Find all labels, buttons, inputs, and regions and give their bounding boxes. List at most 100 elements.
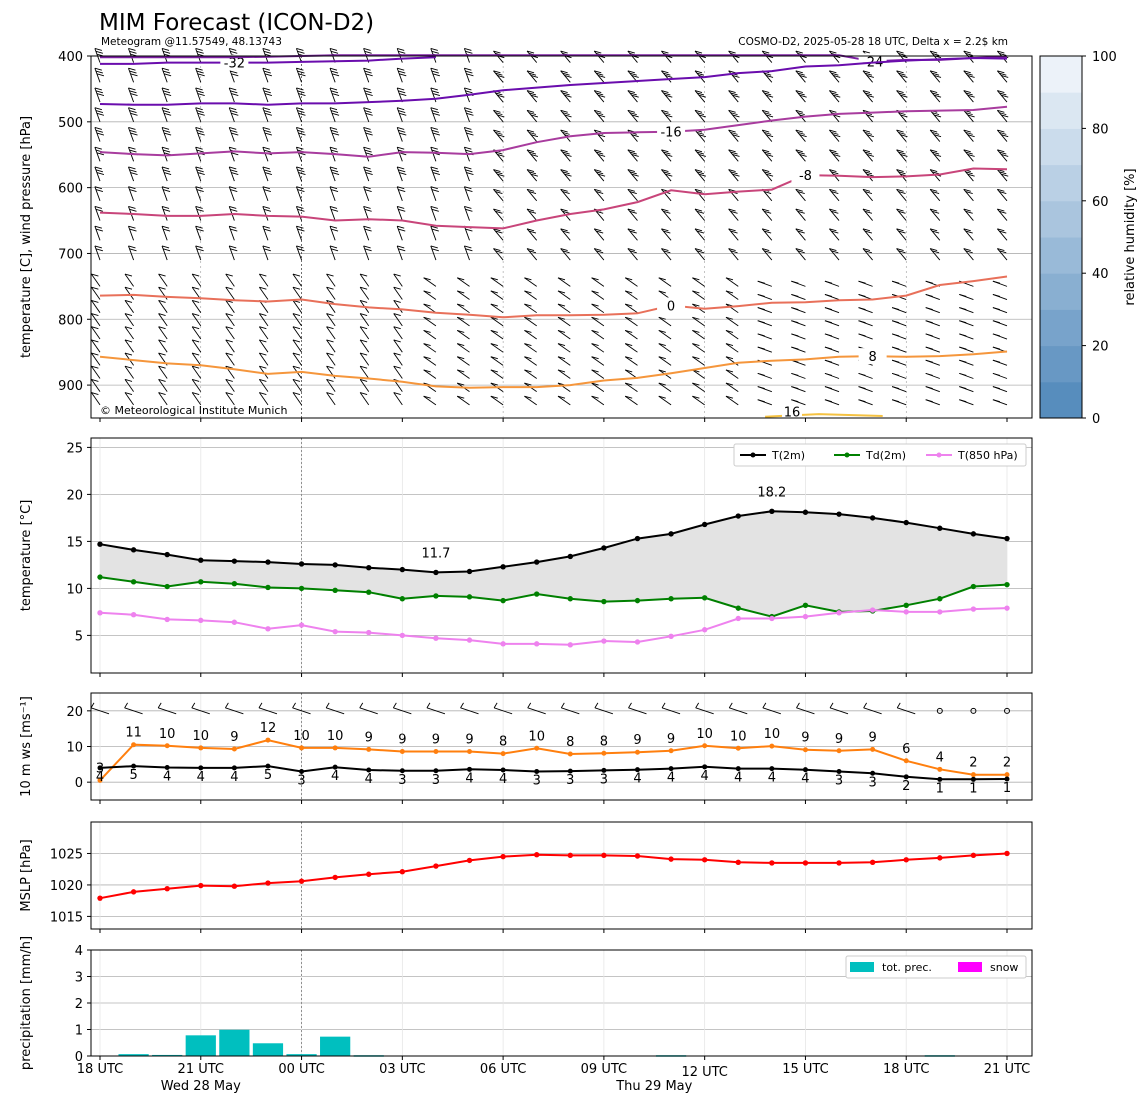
wind-barb-flag bbox=[631, 153, 639, 157]
wind-barb bbox=[658, 395, 672, 406]
wind-barb-flag bbox=[625, 343, 633, 347]
wind-barb-flag bbox=[91, 392, 99, 395]
wind-barb bbox=[463, 245, 470, 261]
wind-barb-flag bbox=[363, 107, 371, 111]
wind-barb-flag bbox=[230, 208, 238, 212]
wind-barb bbox=[228, 107, 235, 122]
wind-barb-flag bbox=[263, 149, 271, 153]
wind-barb-flag bbox=[596, 112, 604, 116]
wind-barb-flag bbox=[757, 280, 765, 284]
series-point bbox=[634, 597, 641, 604]
upper-air-frame bbox=[90, 55, 1033, 419]
wind-barb bbox=[692, 356, 705, 366]
surface-wind-barb-flag bbox=[695, 702, 700, 709]
wind-barb-flag bbox=[629, 171, 637, 175]
colorbar-tick-label: 20 bbox=[1092, 340, 1109, 355]
wind-barb-flag bbox=[694, 70, 703, 74]
wind-barb-flag bbox=[866, 114, 874, 118]
wind-barb-flag bbox=[797, 112, 805, 116]
wind-barb-flag bbox=[925, 320, 933, 324]
wind-barb-flag bbox=[965, 72, 973, 76]
wind-barb bbox=[862, 248, 873, 261]
surface-wind-barb-flag bbox=[796, 702, 800, 709]
wind-barb-flag bbox=[457, 277, 465, 281]
wind-barb-flag bbox=[329, 186, 338, 190]
wind-barb-flag bbox=[360, 299, 368, 303]
wind-barb bbox=[128, 245, 135, 261]
wind-barb bbox=[694, 228, 706, 241]
wind-barb bbox=[195, 68, 202, 83]
wind-barb-flag bbox=[967, 94, 975, 98]
wind-barb bbox=[228, 166, 235, 182]
wind-barb-flag bbox=[663, 210, 671, 214]
wind-barb bbox=[396, 68, 403, 83]
wind-barb bbox=[463, 206, 470, 221]
precip-bar bbox=[118, 1054, 149, 1056]
series-point bbox=[198, 882, 204, 889]
wind-barb-flag bbox=[495, 230, 503, 234]
wind-barb bbox=[161, 206, 168, 221]
wind-barb bbox=[862, 169, 873, 182]
wind-barb bbox=[661, 208, 672, 221]
wind-barb-flag bbox=[661, 90, 669, 94]
wind-barb-flag bbox=[625, 369, 633, 373]
wind-barb bbox=[591, 290, 605, 300]
wind-barb-flag bbox=[360, 339, 368, 343]
wind-barb bbox=[91, 326, 101, 340]
legend-entry: tot. prec. bbox=[882, 961, 932, 974]
wind-barb bbox=[262, 87, 269, 103]
wind-barb-flag bbox=[967, 153, 975, 157]
wind-barb bbox=[591, 382, 605, 393]
wind-barb bbox=[296, 68, 302, 83]
surface-wind-barb-flag bbox=[594, 702, 599, 709]
wind-barb-flag bbox=[560, 248, 568, 251]
wind-barb bbox=[225, 286, 235, 300]
wind-barb-flag bbox=[831, 230, 839, 234]
series-point bbox=[802, 613, 809, 620]
wind-barb-flag bbox=[658, 369, 666, 373]
series-point bbox=[366, 589, 372, 595]
wind-barb-flag bbox=[526, 188, 535, 192]
wind-barb bbox=[258, 313, 269, 327]
wind-barb-flag bbox=[896, 188, 904, 192]
legend-marker bbox=[750, 452, 756, 458]
precip-axis-tick-label: 3 bbox=[75, 971, 83, 986]
wind-barb-flag bbox=[497, 153, 505, 157]
wind-barb-flag bbox=[530, 153, 539, 157]
series-point bbox=[265, 559, 271, 565]
wind-barb bbox=[161, 127, 168, 142]
wind-barb-flag bbox=[829, 90, 837, 94]
wind-barb bbox=[997, 208, 1008, 221]
data-label: 4 bbox=[633, 772, 641, 787]
surface-wind-barb bbox=[594, 707, 614, 715]
wind-barb-flag bbox=[397, 48, 405, 51]
wind-barb-flag bbox=[231, 73, 239, 77]
wind-barb-flag bbox=[824, 359, 833, 363]
wind-barb-flag bbox=[397, 206, 405, 209]
wind-barb-flag bbox=[262, 206, 270, 209]
wind-barb-flag bbox=[530, 94, 539, 98]
wind-barb bbox=[963, 208, 974, 221]
surface-wind-barb-flag bbox=[224, 702, 229, 709]
wind-barb-flag bbox=[694, 50, 703, 54]
wind-barb bbox=[228, 186, 235, 201]
surface-wind-barb-flag bbox=[392, 702, 397, 709]
wind-barb-flag bbox=[225, 352, 233, 356]
wind-barb-flag bbox=[225, 378, 233, 382]
wind-barb-flag bbox=[698, 94, 707, 98]
wind-barb-flag bbox=[762, 169, 770, 172]
wind-barb-flag bbox=[625, 303, 633, 307]
colorbar-tick-label: 40 bbox=[1092, 267, 1109, 282]
data-label: 6 bbox=[902, 742, 910, 757]
wind-barb-flag bbox=[696, 72, 705, 76]
wind-barb bbox=[761, 228, 773, 241]
wind-barb-flag bbox=[161, 206, 170, 209]
wind-barb bbox=[728, 248, 739, 261]
wind-barb-flag bbox=[158, 339, 166, 343]
precip-ylabel: precipitation [mm/h] bbox=[19, 936, 34, 1070]
wind-barb-flag bbox=[363, 67, 371, 71]
wind-barb-flag bbox=[931, 171, 940, 175]
wind-barb bbox=[493, 228, 504, 241]
wind-barb bbox=[396, 127, 403, 142]
wind-barb-flag bbox=[564, 173, 572, 177]
